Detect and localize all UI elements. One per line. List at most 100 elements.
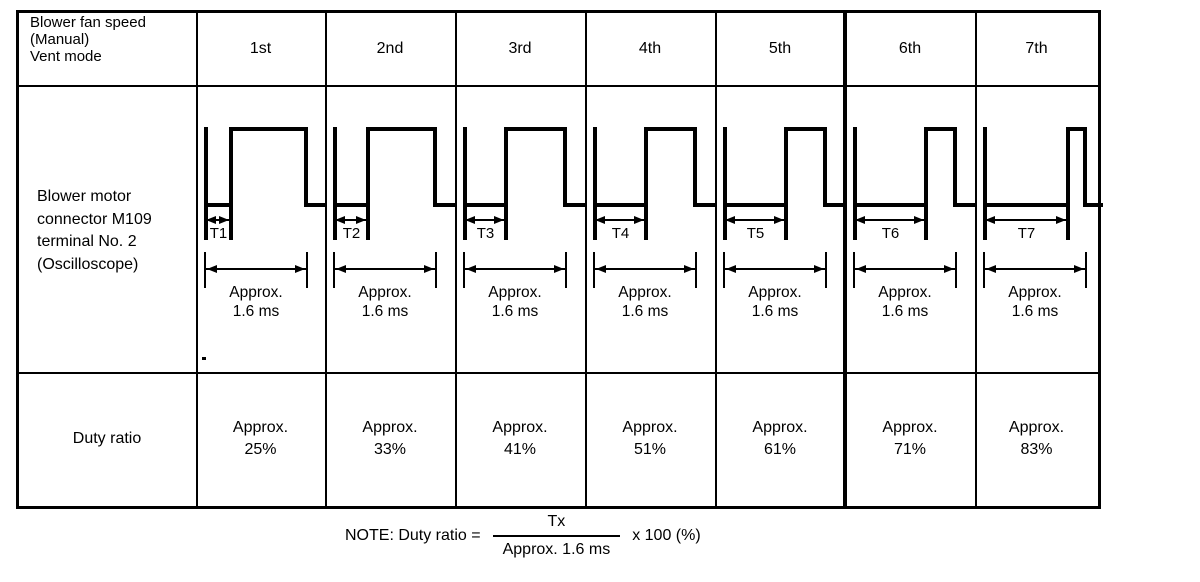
- period-arrow-head-left: [596, 265, 606, 273]
- duty-value-line-1: Approx.: [492, 419, 548, 436]
- waveform-high-segment: [1066, 127, 1087, 131]
- note-numerator: Tx: [492, 513, 621, 537]
- period-label-line-2: 1.6 ms: [751, 303, 799, 320]
- t-arrow-line: [727, 219, 784, 221]
- waveform-low-segment: [983, 203, 1070, 207]
- row2-line-1: Blower motor: [37, 188, 132, 205]
- waveform-rise-edge: [504, 127, 508, 240]
- period-arrow-head-right: [1074, 265, 1084, 273]
- waveform-high-segment: [504, 127, 567, 131]
- t-arrow-head-left: [465, 216, 475, 224]
- period-arrow-head-right: [684, 265, 694, 273]
- t-arrow-head-left: [855, 216, 865, 224]
- t-arrow-head-right: [494, 216, 504, 224]
- period-terminator-left: [983, 252, 985, 288]
- note-suffix: x 100 (%): [632, 527, 701, 544]
- period-terminator-right: [565, 252, 567, 288]
- period-label-line-1: Approx.: [229, 284, 283, 301]
- duty-value-line-2: 33%: [373, 441, 407, 458]
- waveform-low-segment: [204, 203, 233, 207]
- period-arrow-line: [855, 268, 955, 270]
- period-label: Approx. 1.6 ms: [723, 283, 827, 321]
- corner-line-2: (Manual): [30, 31, 90, 48]
- header-cell-6th: 6th: [898, 39, 922, 57]
- waveform-low-segment: [333, 203, 370, 207]
- waveform-high-segment: [229, 127, 308, 131]
- period-terminator-right: [435, 252, 437, 288]
- period-arrow-line: [206, 268, 306, 270]
- period-label-line-2: 1.6 ms: [361, 303, 409, 320]
- header-cell-4th: 4th: [638, 39, 662, 57]
- waveform-low-segment: [853, 203, 928, 207]
- waveform-end-fall-edge: [304, 127, 308, 207]
- period-terminator-left: [463, 252, 465, 288]
- t-arrow-line: [597, 219, 644, 221]
- period-label-line-2: 1.6 ms: [881, 303, 929, 320]
- corner-line-1: Blower fan speed: [30, 14, 146, 31]
- row2-line-3: terminal No. 2: [37, 233, 137, 250]
- duty-cell-4th: Approx. 51%: [585, 374, 715, 504]
- period-terminator-right: [306, 252, 308, 288]
- duty-cell-1st: Approx. 25%: [196, 374, 325, 504]
- table-border-right: [1098, 10, 1101, 509]
- period-terminator-left: [204, 252, 206, 288]
- duty-value-line-1: Approx.: [752, 419, 808, 436]
- t-arrow-head-left: [335, 216, 345, 224]
- period-label-line-1: Approx.: [1008, 284, 1062, 301]
- t-duration-label-T6: T6: [881, 225, 900, 242]
- period-label: Approx. 1.6 ms: [983, 283, 1087, 321]
- duty-value-line-2: 61%: [763, 441, 797, 458]
- table-border-top: [16, 10, 1101, 13]
- t-arrow-head-left: [595, 216, 605, 224]
- period-terminator-right: [1085, 252, 1087, 288]
- t-arrow-line: [467, 219, 504, 221]
- waveform-baseline-tail: [1083, 203, 1103, 207]
- duty-value-line-1: Approx.: [362, 419, 418, 436]
- period-label-line-1: Approx.: [878, 284, 932, 301]
- period-label-line-2: 1.6 ms: [621, 303, 669, 320]
- waveform-rise-edge: [784, 127, 788, 240]
- waveform-rise-edge: [644, 127, 648, 240]
- duty-value-line-2: 41%: [503, 441, 537, 458]
- period-arrow-head-right: [554, 265, 564, 273]
- period-label-line-1: Approx.: [358, 284, 412, 301]
- period-label-line-1: Approx.: [488, 284, 542, 301]
- waveform-rise-edge: [1066, 127, 1070, 240]
- duty-value-line-1: Approx.: [882, 419, 938, 436]
- period-terminator-left: [593, 252, 595, 288]
- t-arrow-line: [987, 219, 1066, 221]
- waveform-rise-edge: [366, 127, 370, 240]
- note-denominator: Approx. 1.6 ms: [502, 541, 611, 558]
- header-cell-5th: 5th: [768, 39, 792, 57]
- waveform-high-segment: [784, 127, 827, 131]
- duty-value-line-1: Approx.: [622, 419, 678, 436]
- period-label-line-2: 1.6 ms: [232, 303, 280, 320]
- waveform-fall-edge: [463, 127, 467, 240]
- t-arrow-line: [337, 219, 366, 221]
- waveform-low-segment: [593, 203, 648, 207]
- period-arrow-head-left: [336, 265, 346, 273]
- waveform-fall-edge: [333, 127, 337, 240]
- period-arrow-head-left: [986, 265, 996, 273]
- period-terminator-right: [955, 252, 957, 288]
- period-arrow-head-left: [856, 265, 866, 273]
- duty-ratio-row-label: Duty ratio: [72, 430, 142, 447]
- waveform-baseline-tail: [304, 203, 325, 207]
- duty-ratio-note: NOTE: Duty ratio = Tx Approx. 1.6 ms x 1…: [345, 513, 701, 559]
- duty-value-line-1: Approx.: [232, 419, 289, 436]
- waveform-end-fall-edge: [563, 127, 567, 207]
- waveform-fall-edge: [983, 127, 987, 240]
- table-grid-line-vertical: [715, 10, 717, 506]
- period-arrow-head-left: [207, 265, 217, 273]
- waveform-rise-edge: [229, 127, 233, 240]
- period-arrow-head-left: [466, 265, 476, 273]
- corner-cell-label: Blower fan speed (Manual) Vent mode: [30, 14, 146, 65]
- period-label-line-1: Approx.: [618, 284, 672, 301]
- waveform-baseline-tail: [823, 203, 845, 207]
- period-label: Approx. 1.6 ms: [204, 283, 308, 321]
- t-duration-label-T4: T4: [611, 225, 630, 242]
- period-arrow-head-right: [424, 265, 434, 273]
- t-arrow-head-right: [219, 216, 229, 224]
- t-arrow-head-right: [1056, 216, 1066, 224]
